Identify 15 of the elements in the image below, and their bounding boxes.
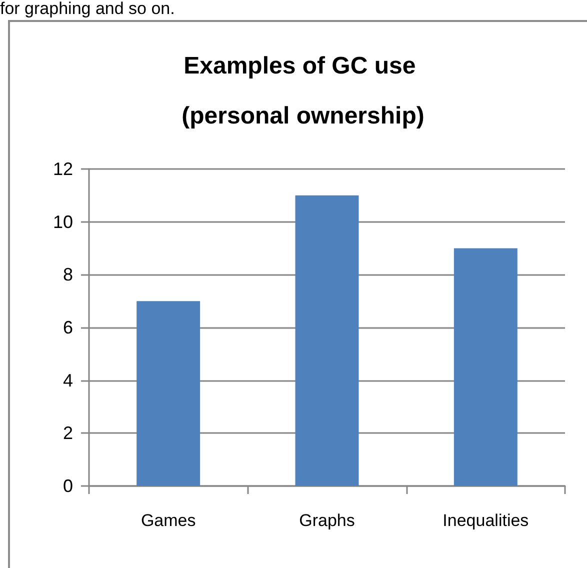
bar bbox=[136, 301, 200, 486]
y-tick-label: 12 bbox=[52, 159, 73, 179]
bar bbox=[454, 248, 518, 486]
y-tick-label: 8 bbox=[62, 264, 73, 285]
chart-title: Examples of GC use (personal ownership) bbox=[182, 52, 424, 130]
x-tick-label: Inequalities bbox=[442, 511, 529, 530]
y-tick-label: 2 bbox=[62, 423, 73, 444]
y-tick-label: 4 bbox=[62, 370, 73, 390]
x-tick-label: Games bbox=[140, 511, 196, 530]
y-tick-label: 6 bbox=[62, 318, 73, 338]
y-tick-label: 10 bbox=[52, 212, 73, 232]
y-tick-label: 0 bbox=[62, 476, 73, 496]
text: for graphing and so on. bbox=[0, 0, 175, 18]
x-tick-label: Graphs bbox=[299, 511, 355, 530]
bar bbox=[295, 195, 359, 486]
